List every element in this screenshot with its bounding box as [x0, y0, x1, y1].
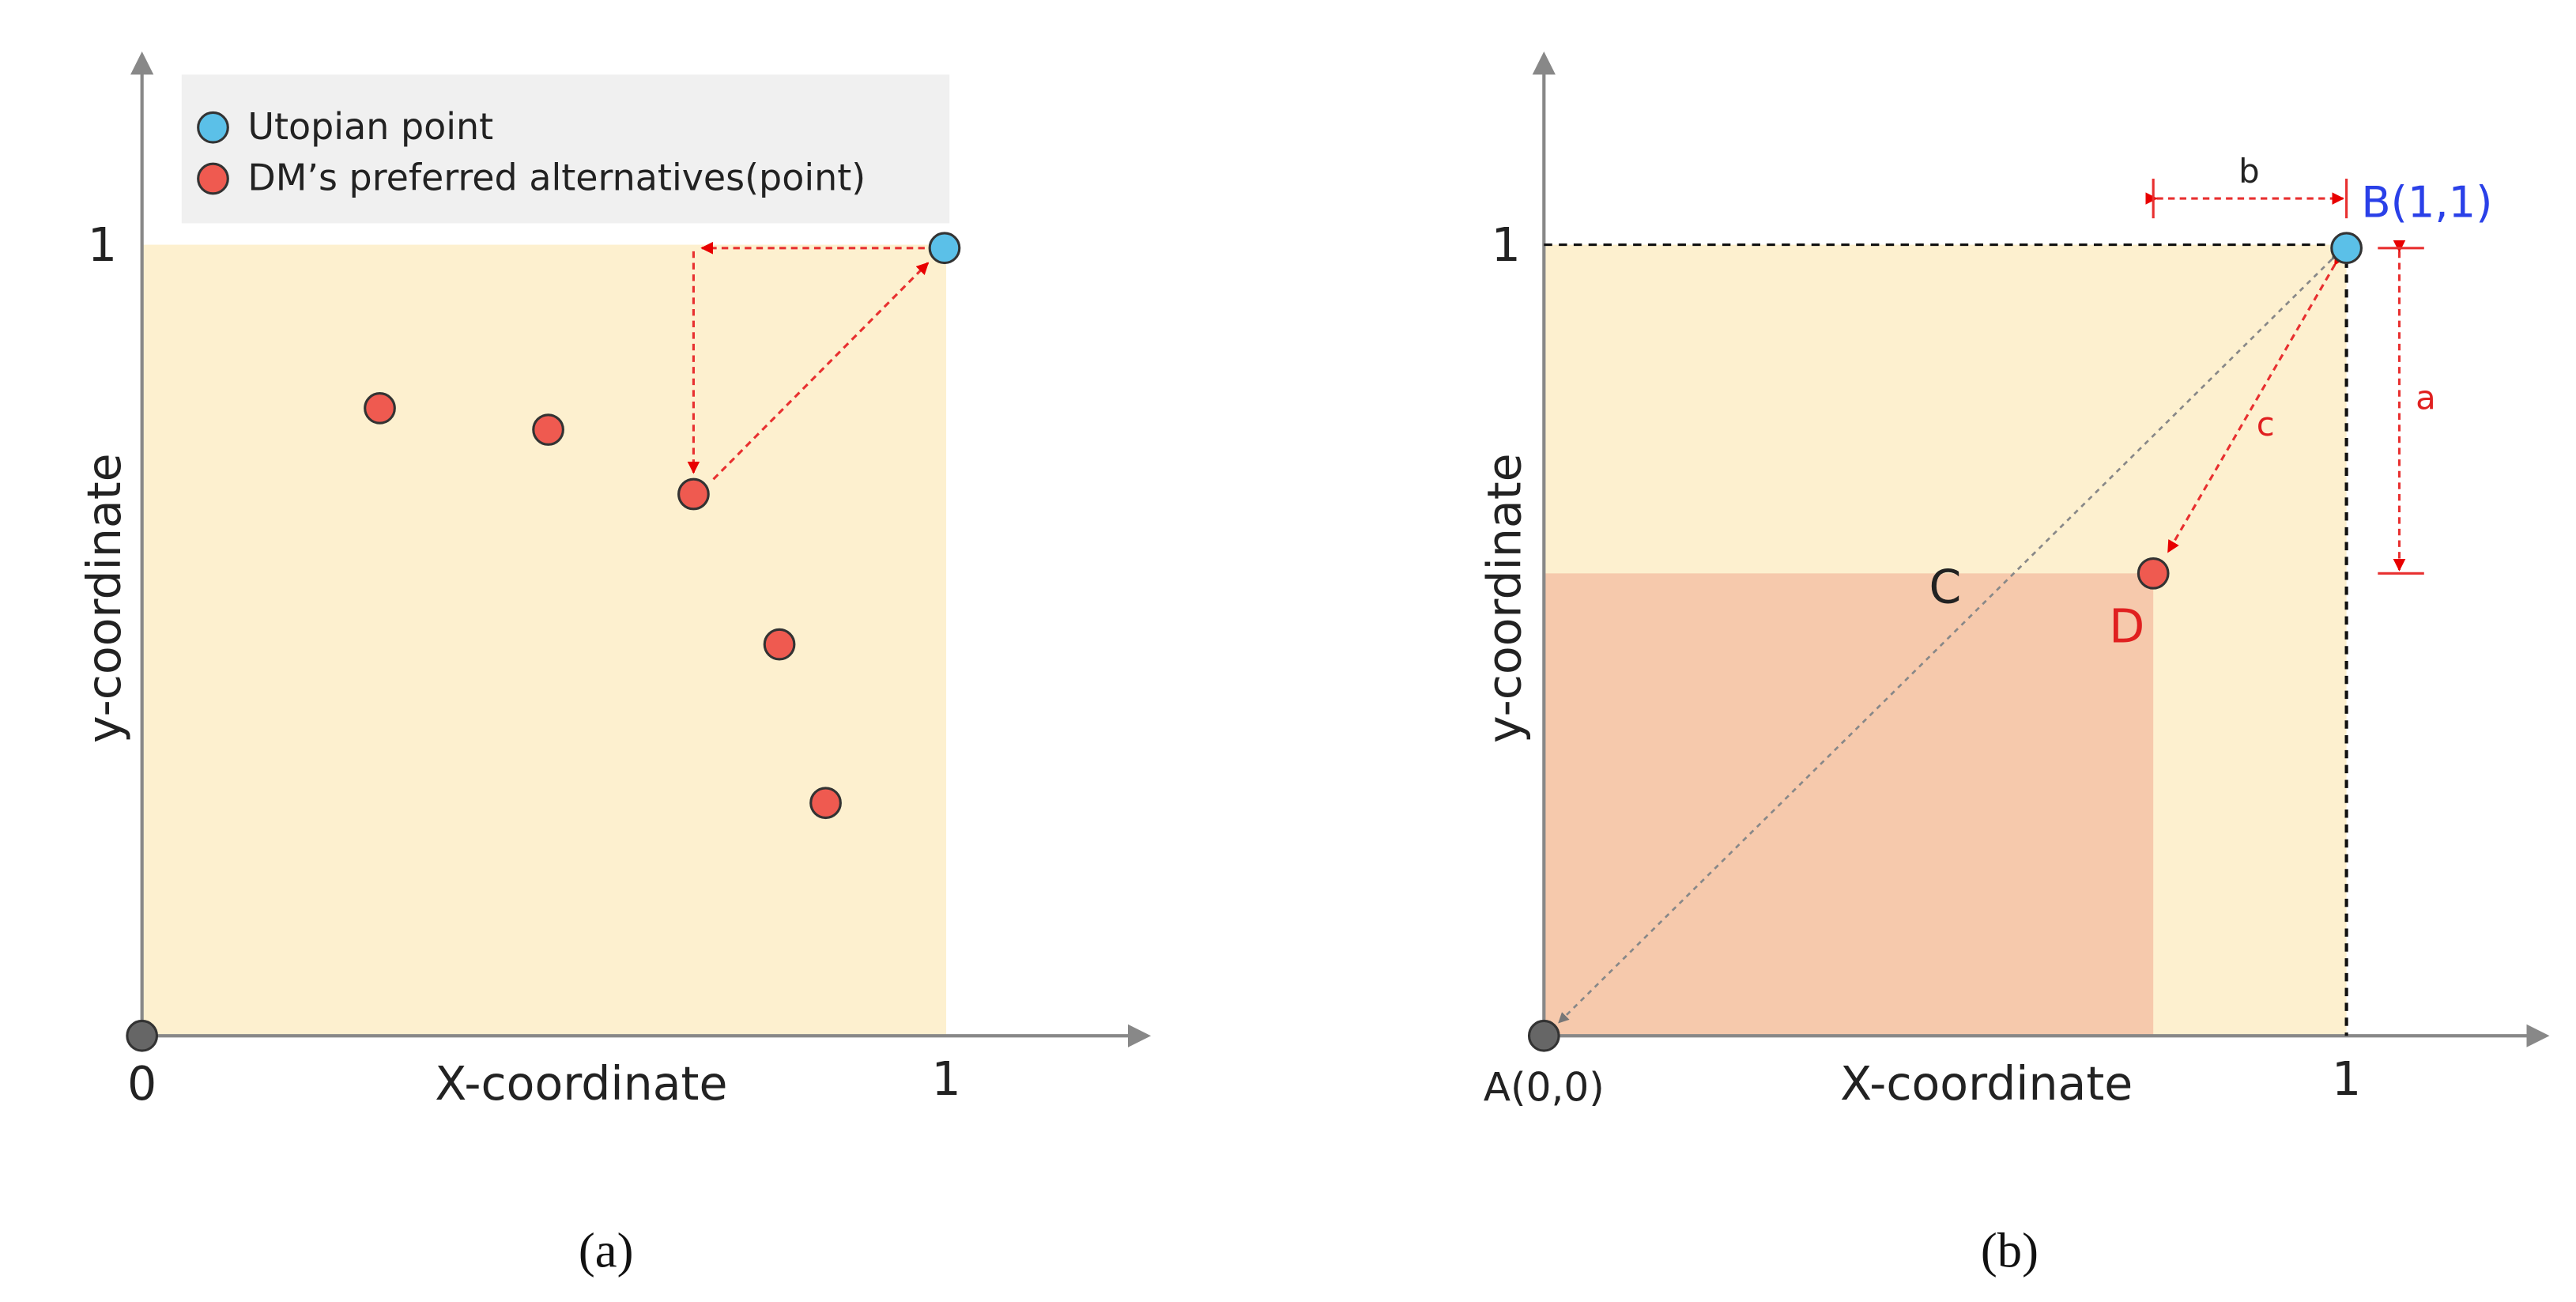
point-a — [1527, 1019, 1560, 1052]
alternative-point — [763, 628, 796, 661]
alternative-point — [532, 413, 564, 446]
alternative-point — [364, 392, 396, 425]
y-axis-label: y-coordinate — [77, 453, 131, 743]
utopian-point — [928, 232, 961, 265]
y-tick-label: 1 — [88, 218, 117, 272]
dominated-region — [1544, 573, 2154, 1036]
point-d — [2137, 557, 2170, 590]
arrow — [712, 262, 930, 481]
x-tick-label: 1 — [2332, 1052, 2361, 1106]
origin-label: 0 — [127, 1057, 157, 1111]
dimension-b-label: b — [2238, 152, 2260, 191]
alternative-point — [677, 477, 710, 511]
panel-a: Utopian point DM’s preferred alternative… — [77, 51, 1152, 1277]
point-d-label: D — [2109, 599, 2144, 653]
alternative-point — [809, 787, 842, 820]
panel-b: 1 A(0,0) 1 X-coordinate y-coordinate B(1… — [1477, 51, 2550, 1277]
dimension-a-label: a — [2416, 378, 2436, 417]
x-axis-label: X-coordinate — [435, 1057, 727, 1111]
caption: (b) — [1981, 1222, 2039, 1277]
point-c-label: C — [1929, 560, 1962, 613]
origin-label: A(0,0) — [1484, 1064, 1605, 1111]
caption: (a) — [579, 1222, 634, 1277]
distance-arrow — [2167, 251, 2346, 553]
legend-label: DM’s preferred alternatives(point) — [247, 157, 866, 199]
point-b — [2330, 232, 2363, 265]
origin-point — [126, 1019, 159, 1052]
legend-label: Utopian point — [247, 105, 493, 148]
legend-box — [181, 74, 950, 224]
legend-marker — [197, 162, 229, 195]
y-axis-label: y-coordinate — [1477, 453, 1531, 743]
x-tick-label: 1 — [931, 1052, 960, 1106]
point-b-label: B(1,1) — [2361, 178, 2492, 228]
feasible-region — [141, 244, 947, 1036]
x-axis-label: X-coordinate — [1840, 1057, 2133, 1111]
dimension-c-label: c — [2257, 405, 2275, 443]
y-tick-label: 1 — [1492, 218, 1521, 272]
legend-marker — [197, 111, 229, 144]
